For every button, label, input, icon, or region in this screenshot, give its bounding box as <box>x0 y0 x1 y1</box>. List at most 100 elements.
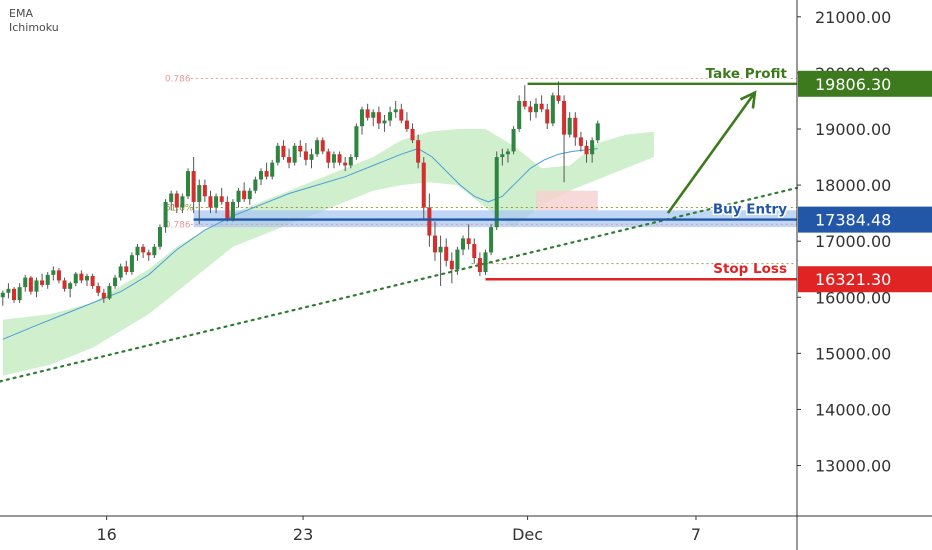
candle-body <box>169 193 174 202</box>
candle-body <box>124 266 129 273</box>
y-tick-label: 15000.00 <box>815 344 891 363</box>
legend-ema[interactable]: EMA <box>9 7 33 20</box>
candle-body <box>500 154 505 158</box>
candle-body <box>315 140 320 155</box>
candle-body <box>236 190 241 202</box>
fib-label: 0.786 <box>165 75 191 85</box>
candle-body <box>45 274 50 285</box>
candle-body <box>214 196 219 208</box>
candle-body <box>253 179 258 191</box>
candle-body <box>359 109 365 127</box>
stop-loss-tag[interactable] <box>798 266 932 293</box>
candle-body <box>567 117 572 135</box>
candle-body <box>202 185 207 197</box>
candle-body <box>208 196 213 208</box>
x-tick-label: 23 <box>293 525 313 544</box>
candle-body <box>258 171 264 180</box>
candle-body <box>382 120 387 124</box>
candle-body <box>416 140 421 163</box>
candle-body <box>432 235 438 253</box>
fib-label: 61.8% <box>165 204 194 214</box>
candle-body <box>584 145 589 155</box>
take-profit-price: 19806.30 <box>815 75 891 94</box>
candle-body <box>461 238 466 250</box>
candle-body <box>298 145 303 152</box>
candle-body <box>511 129 516 152</box>
candle-body <box>12 288 17 301</box>
y-tick-label: 19000.00 <box>815 120 891 139</box>
candle-body <box>550 95 555 124</box>
candle-body <box>399 109 404 121</box>
candle-body <box>393 109 398 113</box>
candle-body <box>281 145 286 158</box>
candle-body <box>56 270 61 281</box>
candle-body <box>562 100 567 135</box>
candle-body <box>0 292 5 298</box>
candle-body <box>348 157 353 166</box>
candle-body <box>522 100 527 107</box>
candle-body <box>427 207 432 236</box>
candle-body <box>343 162 348 166</box>
y-tick-label: 14000.00 <box>815 400 891 419</box>
candle-body <box>438 246 443 253</box>
candle-body <box>135 246 140 256</box>
take-profit-tag[interactable] <box>798 70 932 97</box>
candle-body <box>96 286 101 293</box>
candle-body <box>129 255 134 273</box>
x-tick-label: 16 <box>96 525 116 544</box>
stop-loss-label: Stop Loss <box>713 261 787 277</box>
candle-body <box>449 260 454 270</box>
candle-body <box>472 243 477 258</box>
candle-body <box>466 238 471 244</box>
candle-body <box>118 266 123 278</box>
y-tick-label: 21000.00 <box>815 8 891 27</box>
candle-body <box>84 275 90 281</box>
candle-body <box>337 154 342 163</box>
candle-body <box>197 185 202 202</box>
candle-body <box>40 280 45 285</box>
candle-body <box>68 283 73 289</box>
candle-body <box>6 288 11 293</box>
stop-loss-price: 16321.30 <box>815 270 891 289</box>
y-tick-label: 16000.00 <box>815 288 891 307</box>
candle-body <box>28 277 33 292</box>
candle-body <box>152 246 157 256</box>
candle-body <box>309 154 314 160</box>
candle-body <box>404 120 409 129</box>
candle-body <box>494 157 499 228</box>
candle-body <box>365 109 370 118</box>
candle-body <box>51 270 56 275</box>
candle-body <box>146 252 151 256</box>
candle-body <box>17 287 22 301</box>
candle-body <box>410 129 415 141</box>
legend-ichimoku[interactable]: Ichimoku <box>9 21 59 34</box>
candle-body <box>157 227 162 247</box>
candle-body <box>270 162 275 177</box>
buy-entry-tag[interactable] <box>798 206 932 233</box>
candle-body <box>62 280 67 289</box>
candle-body <box>292 145 297 163</box>
candle-body <box>354 126 359 158</box>
candle-body <box>174 193 179 208</box>
ichimoku-cloud-bearish <box>536 190 598 211</box>
candle-body <box>287 157 292 163</box>
target-arrow-shaft <box>666 91 756 214</box>
y-tick-label: 18000.00 <box>815 176 891 195</box>
candle-body <box>34 280 39 292</box>
candle-body <box>163 201 168 228</box>
candle-body <box>242 190 247 200</box>
y-tick-label: 13000.00 <box>815 457 891 476</box>
candle-body <box>533 103 539 113</box>
candle-body <box>388 112 393 121</box>
candle-body <box>421 162 426 208</box>
candle-body <box>90 275 95 287</box>
buy-entry-price: 17384.48 <box>815 211 891 230</box>
candle-body <box>371 112 376 118</box>
candle-body <box>225 201 230 219</box>
candle-body <box>23 277 28 288</box>
candle-body <box>264 171 269 177</box>
candle-body <box>455 249 460 270</box>
fib-label: 0.786 <box>165 220 191 230</box>
candle-body <box>573 117 578 138</box>
